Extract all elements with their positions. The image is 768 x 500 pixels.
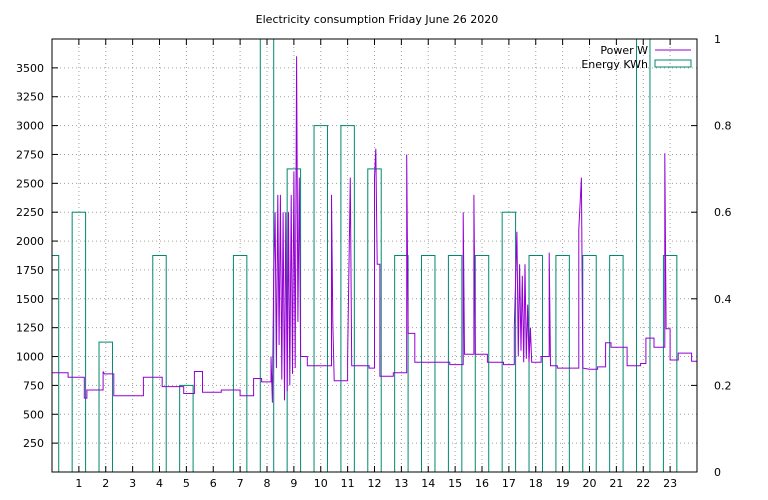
x-tick-label: 22 — [636, 477, 650, 490]
y2-tick-label: 0.8 — [714, 120, 732, 133]
energy-bar — [51, 255, 60, 473]
y-tick-label: 500 — [23, 408, 44, 421]
y-tick-label: 3250 — [16, 91, 44, 104]
x-tick-label: 18 — [529, 477, 543, 490]
x-tick-label: 20 — [583, 477, 597, 490]
x-tick-label: 14 — [421, 477, 435, 490]
x-tick-label: 9 — [290, 477, 297, 490]
x-tick-label: 8 — [264, 477, 271, 490]
x-tick-label: 19 — [556, 477, 570, 490]
x-tick-label: 3 — [129, 477, 136, 490]
y2-tick-label: 0 — [714, 466, 721, 479]
y2-tick-label: 0.6 — [714, 206, 732, 219]
legend-swatch-energy — [654, 59, 692, 68]
x-tick-label: 11 — [341, 477, 355, 490]
x-tick-label: 7 — [237, 477, 244, 490]
y-tick-label: 2000 — [16, 235, 44, 248]
x-tick-label: 12 — [368, 477, 382, 490]
y2-tick-label: 0.2 — [714, 379, 732, 392]
x-tick-label: 17 — [502, 477, 516, 490]
y-tick-label: 2750 — [16, 148, 44, 161]
x-tick-label: 5 — [183, 477, 190, 490]
x-tick-label: 16 — [475, 477, 489, 490]
x-tick-label: 13 — [394, 477, 408, 490]
power-line — [52, 56, 697, 403]
x-tick-label: 21 — [609, 477, 623, 490]
y-tick-label: 1750 — [16, 264, 44, 277]
legend: Power W Energy KWh — [581, 44, 692, 71]
x-tick-label: 10 — [314, 477, 328, 490]
y-tick-label: 250 — [23, 437, 44, 450]
x-tick-label: 15 — [448, 477, 462, 490]
x-tick-label: 6 — [210, 477, 217, 490]
y-tick-label: 1500 — [16, 293, 44, 306]
legend-label-power: Power W — [600, 44, 648, 57]
x-tick-label: 23 — [663, 477, 677, 490]
energy-series — [51, 38, 678, 473]
axes-layer: 1 2 3 4 5 6 7 8 9 10 11 12 13 14 15 16 17 18 19 20 21 22 23250… — [16, 33, 732, 490]
y-tick-label: 750 — [23, 379, 44, 392]
x-tick-label: 4 — [156, 477, 163, 490]
y-tick-label: 1000 — [16, 351, 44, 364]
y-tick-label: 2500 — [16, 177, 44, 190]
y2-tick-label: 1 — [714, 33, 721, 46]
y-tick-label: 3500 — [16, 62, 44, 75]
chart-title: Electricity consumption Friday June 26 2… — [256, 13, 499, 26]
y-tick-label: 3000 — [16, 120, 44, 133]
x-tick-label: 1 — [75, 477, 82, 490]
legend-label-energy: Energy KWh — [581, 58, 648, 71]
x-tick-label: 2 — [102, 477, 109, 490]
y-tick-label: 2250 — [16, 206, 44, 219]
y-tick-label: 1250 — [16, 322, 44, 335]
power-series — [52, 56, 697, 403]
y2-tick-label: 0.4 — [714, 293, 732, 306]
